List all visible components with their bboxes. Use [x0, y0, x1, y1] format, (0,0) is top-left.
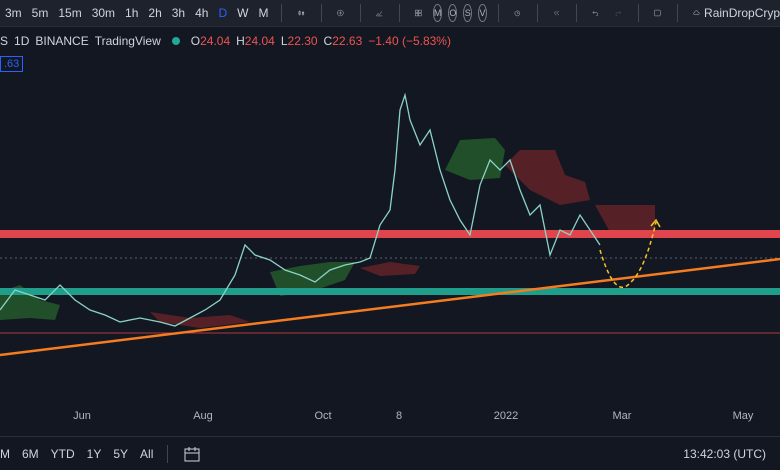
interval[interactable]: 1h — [125, 6, 139, 20]
circle-button[interactable]: V — [478, 4, 487, 22]
interval[interactable]: 4h — [195, 6, 209, 20]
interval[interactable]: D — [218, 6, 228, 20]
ohlc-key: O — [190, 34, 201, 48]
source: TradingView — [94, 34, 161, 48]
redo-icon[interactable] — [615, 5, 622, 21]
range-button[interactable]: 1Y — [86, 447, 102, 461]
interval[interactable]: 15m — [58, 6, 82, 20]
time-label: May — [732, 410, 754, 422]
circle-button[interactable]: O — [448, 4, 458, 22]
ohlc-value: 22.30 — [287, 34, 318, 48]
symbol: S — [0, 34, 9, 48]
toolbar: 3m 5m 15m 30m 1h 2h 3h 4h D W M M O S V … — [0, 0, 780, 27]
time-label: 8 — [395, 410, 403, 422]
layout-icon[interactable] — [415, 5, 422, 21]
interval[interactable]: M — [258, 6, 269, 20]
range-button[interactable]: 5Y — [113, 447, 129, 461]
resistance-line — [0, 230, 780, 238]
cloud — [150, 312, 250, 328]
ohlc-value: 24.04 — [200, 34, 231, 48]
price-series — [0, 92, 601, 327]
circle-button[interactable]: M — [432, 4, 443, 22]
cloud-icon[interactable] — [693, 5, 700, 21]
range-button[interactable]: All — [140, 447, 154, 461]
bottom-bar: M 6M YTD 1Y 5Y All 13:42:03 (UTC) — [0, 436, 780, 470]
projection-arrow — [650, 218, 661, 228]
time-axis: Jun Aug Oct 8 2022 Mar May — [0, 410, 780, 430]
support-line — [0, 288, 780, 295]
status-dot — [171, 37, 180, 45]
alert-icon[interactable] — [514, 5, 521, 21]
cloud — [595, 205, 655, 232]
ohlc-key: H — [236, 34, 245, 48]
trend-line — [0, 257, 780, 357]
time-label: 2022 — [493, 410, 519, 422]
ohlc-value: 24.04 — [244, 34, 275, 48]
cloud — [270, 262, 355, 296]
date-range-icon[interactable] — [184, 446, 200, 462]
time-label: Aug — [193, 410, 213, 422]
separator — [167, 445, 169, 463]
legend: S 1D BINANCE TradingView O 24.04 H 24.04 L… — [0, 34, 457, 48]
interval[interactable]: 3m — [5, 6, 22, 20]
replay-icon[interactable] — [553, 5, 560, 21]
interval: 1D — [14, 34, 30, 48]
cloud — [360, 262, 420, 276]
range-button[interactable]: YTD — [50, 447, 75, 461]
interval[interactable]: 2h — [148, 6, 162, 20]
chart-type-icon[interactable] — [376, 5, 383, 21]
ohlc-key: L — [280, 34, 288, 48]
circle-button[interactable]: S — [463, 4, 473, 22]
interval[interactable]: 5m — [31, 6, 49, 20]
ohlc-key: C — [323, 34, 333, 48]
ohlc-value: 22.63 — [332, 34, 363, 48]
indicator-icon[interactable] — [337, 5, 344, 21]
time-label: Oct — [314, 410, 332, 422]
time-label: Mar — [612, 410, 632, 422]
interval[interactable]: 3h — [171, 6, 186, 20]
candle-icon[interactable] — [298, 5, 305, 21]
exchange: BINANCE — [35, 34, 89, 48]
user-name[interactable]: RainDropCryp — [704, 6, 780, 20]
range-button[interactable]: 6M — [22, 447, 39, 461]
interval[interactable]: 30m — [91, 6, 116, 20]
change: −1.40 (−5.83%) — [368, 34, 451, 48]
range-button[interactable]: M — [0, 447, 10, 461]
interval[interactable]: W — [237, 6, 249, 20]
cloud — [445, 138, 505, 180]
undo-icon[interactable] — [592, 5, 599, 21]
cloud — [505, 150, 590, 205]
clock: 13:42:03 (UTC) — [683, 447, 766, 461]
price-tag: .63 — [0, 56, 24, 72]
fullscreen-icon[interactable] — [654, 5, 661, 21]
time-label: Jun — [73, 410, 91, 422]
